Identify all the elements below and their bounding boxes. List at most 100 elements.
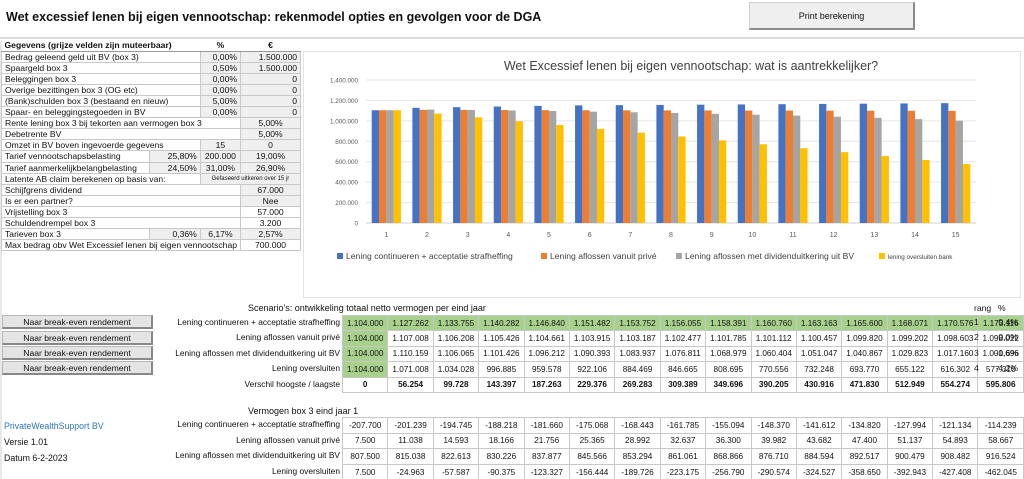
- scenario-cell: 1.029.823: [886, 345, 934, 363]
- input-value[interactable]: 0,36%: [148, 228, 201, 241]
- box3-cell: 11.038: [387, 432, 434, 450]
- input-value[interactable]: 5,00%: [240, 128, 302, 141]
- scenario-cell: 616.302: [932, 361, 979, 378]
- bar-2-5: [541, 110, 549, 223]
- input-value[interactable]: 19,00%: [240, 150, 302, 163]
- scenario-cell: 1.098.022: [977, 330, 1024, 347]
- input-pct[interactable]: 0,50%: [199, 61, 242, 74]
- input-pct[interactable]: 5,00%: [199, 94, 242, 108]
- box3-cell: 47.400: [841, 432, 888, 450]
- box3-cell: -358.650: [841, 463, 888, 479]
- input-label: Schijfgrens dividend: [0, 183, 242, 196]
- input-eur[interactable]: 1.500.000: [240, 61, 302, 74]
- latente-select[interactable]: Gefaseerd uitkeren over 15 jr: [199, 172, 302, 185]
- bar-3-12: [833, 116, 841, 223]
- input-value[interactable]: 26,90%: [240, 161, 302, 174]
- break-even-button-4[interactable]: Naar break-even rendement: [2, 361, 153, 375]
- scenario-cell: 1.090.393: [568, 345, 616, 363]
- box3-cell: -134.820: [841, 417, 888, 434]
- box3-row-label: Lening oversluiten: [272, 465, 340, 476]
- box3-cell: 7.500: [341, 463, 389, 479]
- box3-cell: 28.992: [614, 432, 661, 450]
- box3-cell: 861.061: [659, 448, 707, 465]
- box3-cell: 39.982: [750, 432, 797, 450]
- scenario-cell: 1.133.755: [432, 314, 480, 332]
- input-row: Beleggingen box 3 0,00% 0: [1, 72, 302, 85]
- print-button[interactable]: Print berekening: [749, 2, 915, 30]
- y-tick-label: 400.000: [335, 180, 358, 187]
- break-even-button-1[interactable]: Naar break-even rendement: [2, 315, 153, 329]
- scenario-pct: -4,2%: [995, 363, 1018, 374]
- diff-cell: 187.263: [523, 376, 570, 393]
- bar-3-1: [386, 110, 394, 223]
- box3-cell: 876.710: [750, 448, 797, 465]
- scenario-row-label: Lening aflossen vanuit privé: [236, 332, 340, 343]
- input-value[interactable]: 200.000: [199, 150, 242, 163]
- x-tick-label: 14: [911, 232, 919, 239]
- input-pct[interactable]: 0,00%: [199, 50, 242, 63]
- input-value[interactable]: 6,17%: [199, 228, 242, 241]
- bar-3-2: [427, 109, 435, 223]
- bar-1-10: [737, 104, 746, 223]
- box3-cell: -392.943: [886, 463, 934, 479]
- input-value[interactable]: 31,00%: [199, 161, 242, 174]
- inputs-table: Gegevens (grijze velden zijn muteerbaar)…: [0, 40, 302, 252]
- bar-4-8: [678, 136, 686, 223]
- bar-1-2: [412, 107, 420, 223]
- diff-cell: 554.274: [932, 376, 979, 393]
- scenario-cell: 1.001.696: [977, 345, 1024, 363]
- scenario-cell: 1.106.065: [432, 345, 480, 363]
- input-pct[interactable]: 0,00%: [199, 72, 242, 85]
- scenario-rank: 1: [974, 317, 979, 327]
- input-eur[interactable]: 0: [240, 83, 302, 96]
- box3-cell: -161.785: [659, 417, 707, 434]
- bar-4-6: [596, 128, 605, 223]
- input-value[interactable]: 15: [199, 139, 242, 152]
- x-tick-label: 13: [870, 232, 878, 239]
- input-label: Tarief aanmerkelijkbelangbelasting: [1, 161, 150, 174]
- partner-select[interactable]: Nee: [240, 194, 302, 207]
- break-even-button-3[interactable]: Naar break-even rendement: [2, 346, 153, 360]
- scenario-cell: 693.770: [841, 361, 888, 378]
- scenario-cell: 1.163.163: [795, 314, 843, 332]
- page-title: Wet excessief lenen bij eigen vennootsch…: [6, 10, 542, 24]
- input-eur[interactable]: 0: [240, 72, 302, 85]
- input-pct[interactable]: 0,00%: [199, 106, 242, 119]
- box3-cell: 916.524: [977, 448, 1024, 465]
- date-label: Datum 6-2-2023: [4, 453, 68, 463]
- break-even-button-2[interactable]: Naar break-even rendement: [2, 331, 153, 345]
- box3-cell: -168.443: [614, 417, 661, 434]
- scenario-pct: 0,0%: [998, 332, 1018, 343]
- scenario-row: 1.104.000 1.071.008 1.034.028 996.885 959.57…: [341, 361, 1024, 378]
- input-row: Spaargeld box 3 0,50% 1.500.000: [1, 61, 302, 74]
- input-eur[interactable]: 0: [240, 106, 302, 119]
- diff-cell: 349.696: [705, 376, 752, 393]
- input-value[interactable]: 25,80%: [148, 150, 201, 163]
- input-value: 3.200: [240, 216, 302, 230]
- input-value[interactable]: 67.000: [240, 183, 302, 196]
- input-row-partner: Is er een partner? Nee: [0, 194, 302, 207]
- bar-2-2: [419, 109, 427, 223]
- bar-4-15: [962, 164, 971, 223]
- scenario-cell: 884.469: [614, 361, 661, 378]
- scenario-cell: 1.051.047: [795, 345, 843, 363]
- input-value[interactable]: 5,00%: [240, 117, 302, 130]
- box3-cell: -290.574: [750, 463, 797, 479]
- bar-2-1: [379, 110, 387, 223]
- bar-4-14: [922, 160, 930, 223]
- scenario-cell: 1.034.028: [432, 361, 480, 378]
- scenario-cell: 770.556: [750, 361, 797, 378]
- inputs-heading: Gegevens (grijze velden zijn muteerbaar): [1, 40, 201, 52]
- input-pct[interactable]: 0,00%: [199, 83, 242, 96]
- scenario-cell: 1.170.576: [932, 314, 979, 332]
- box3-cell: -114.239: [977, 417, 1024, 434]
- diff-cell: 512.949: [886, 376, 934, 393]
- scenario-row: 1.104.000 1.107.008 1.106.208 1.105.426 1.10…: [341, 330, 1024, 347]
- box3-cell: -201.239: [387, 417, 434, 434]
- input-value[interactable]: 2,57%: [240, 228, 302, 241]
- input-value[interactable]: 0: [240, 139, 302, 152]
- input-eur[interactable]: 1.500.000: [240, 50, 302, 63]
- input-value[interactable]: 24,50%: [148, 161, 201, 174]
- input-eur[interactable]: 0: [240, 94, 302, 108]
- scenario-cell: 1.104.661: [523, 330, 570, 347]
